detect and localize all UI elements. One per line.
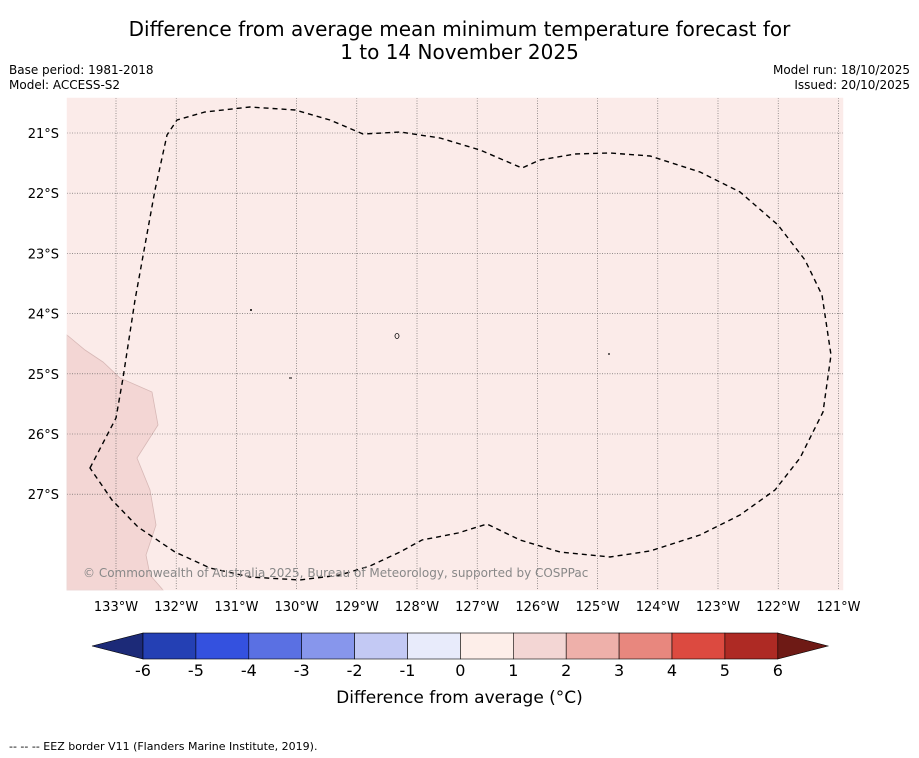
colorbar-tick-label: 0 <box>455 661 465 680</box>
lon-label: 127°W <box>455 600 499 615</box>
gridlines <box>67 98 843 590</box>
island <box>250 309 252 311</box>
colorbar-max-extend <box>777 632 830 660</box>
colorbar-segment <box>301 632 355 660</box>
map-frame <box>66 97 844 591</box>
model-run: Model run: 18/10/2025 <box>772 63 910 77</box>
colorbar-segment <box>407 632 461 660</box>
colorbar-tick-label: 3 <box>614 661 624 680</box>
colorbar <box>91 632 830 660</box>
colorbar-tick-label: 6 <box>773 661 783 680</box>
chart-title: Difference from average mean minimum tem… <box>0 18 919 64</box>
lat-label: 25°S <box>28 368 59 383</box>
copyright-text: © Commonwealth of Australia 2025, Bureau… <box>83 566 588 580</box>
lon-label: 130°W <box>275 600 319 615</box>
lat-label: 22°S <box>28 187 59 202</box>
footnote: -- -- -- EEZ border V11 (Flanders Marine… <box>9 740 318 753</box>
colorbar-tick-label: 2 <box>561 661 571 680</box>
colorbar-segment <box>195 632 250 660</box>
lon-label: 129°W <box>335 600 379 615</box>
lat-label: 24°S <box>28 308 59 323</box>
lon-label: 132°W <box>154 600 198 615</box>
colorbar-tick-label: -3 <box>294 661 310 680</box>
latitude-labels: 21°S 22°S 23°S 24°S 25°S 26°S 27°S <box>28 127 59 503</box>
colorbar-segment <box>565 632 620 660</box>
colorbar-tick-label: -6 <box>135 661 151 680</box>
colorbar-segment <box>460 632 514 660</box>
lon-label: 126°W <box>515 600 559 615</box>
colorbar-segment <box>142 632 197 660</box>
lon-label: 131°W <box>214 600 258 615</box>
island <box>394 333 400 339</box>
colorbar-segment <box>671 632 726 660</box>
model-name: Model: ACCESS-S2 <box>9 78 121 92</box>
colorbar-min-extend <box>91 632 144 660</box>
colorbar-tick-label: -4 <box>241 661 257 680</box>
colorbar-segment <box>724 632 779 660</box>
lon-label: 122°W <box>756 600 800 615</box>
eez-border <box>89 106 832 581</box>
meta-left: Base period: 1981-2018 Model: ACCESS-S2 <box>9 63 154 93</box>
island <box>608 353 610 355</box>
lon-label: 121°W <box>816 600 860 615</box>
longitude-labels: 133°W 132°W 131°W 130°W 129°W 128°W 127°W 126°W… <box>94 600 861 615</box>
colorbar-tick-label: 5 <box>720 661 730 680</box>
colorbar-label: Difference from average (°C) <box>336 688 583 708</box>
issued-date: Issued: 20/10/2025 <box>794 78 910 92</box>
meta-right: Model run: 18/10/2025 Issued: 20/10/2025 <box>773 63 910 93</box>
colorbar-ticks: -6 -5 -4 -3 -2 -1 0 1 2 3 4 5 6 <box>135 661 783 680</box>
colorbar-tick-label: -1 <box>400 661 416 680</box>
colorbar-tick-label: -2 <box>347 661 363 680</box>
map-background <box>67 98 843 590</box>
lon-label: 133°W <box>94 600 138 615</box>
lat-label: 23°S <box>28 247 59 262</box>
lat-label: 26°S <box>28 428 59 443</box>
lon-label: 124°W <box>636 600 680 615</box>
colorbar-tick-label: -5 <box>188 661 204 680</box>
colorbar-tick-label: 4 <box>667 661 677 680</box>
lat-label: 27°S <box>28 488 59 503</box>
lon-label: 128°W <box>395 600 439 615</box>
lon-label: 125°W <box>576 600 620 615</box>
lat-label: 21°S <box>28 127 59 142</box>
colorbar-tick-label: 1 <box>508 661 518 680</box>
anomaly-region-1-2 <box>66 334 164 591</box>
colorbar-segment <box>512 632 567 660</box>
base-period: Base period: 1981-2018 <box>9 63 154 77</box>
colorbar-segment <box>248 632 303 660</box>
colorbar-segment <box>354 632 408 660</box>
title-line-1: Difference from average mean minimum tem… <box>128 17 791 41</box>
colorbar-segment <box>618 632 673 660</box>
title-line-2: 1 to 14 November 2025 <box>340 40 579 64</box>
lon-label: 123°W <box>696 600 740 615</box>
